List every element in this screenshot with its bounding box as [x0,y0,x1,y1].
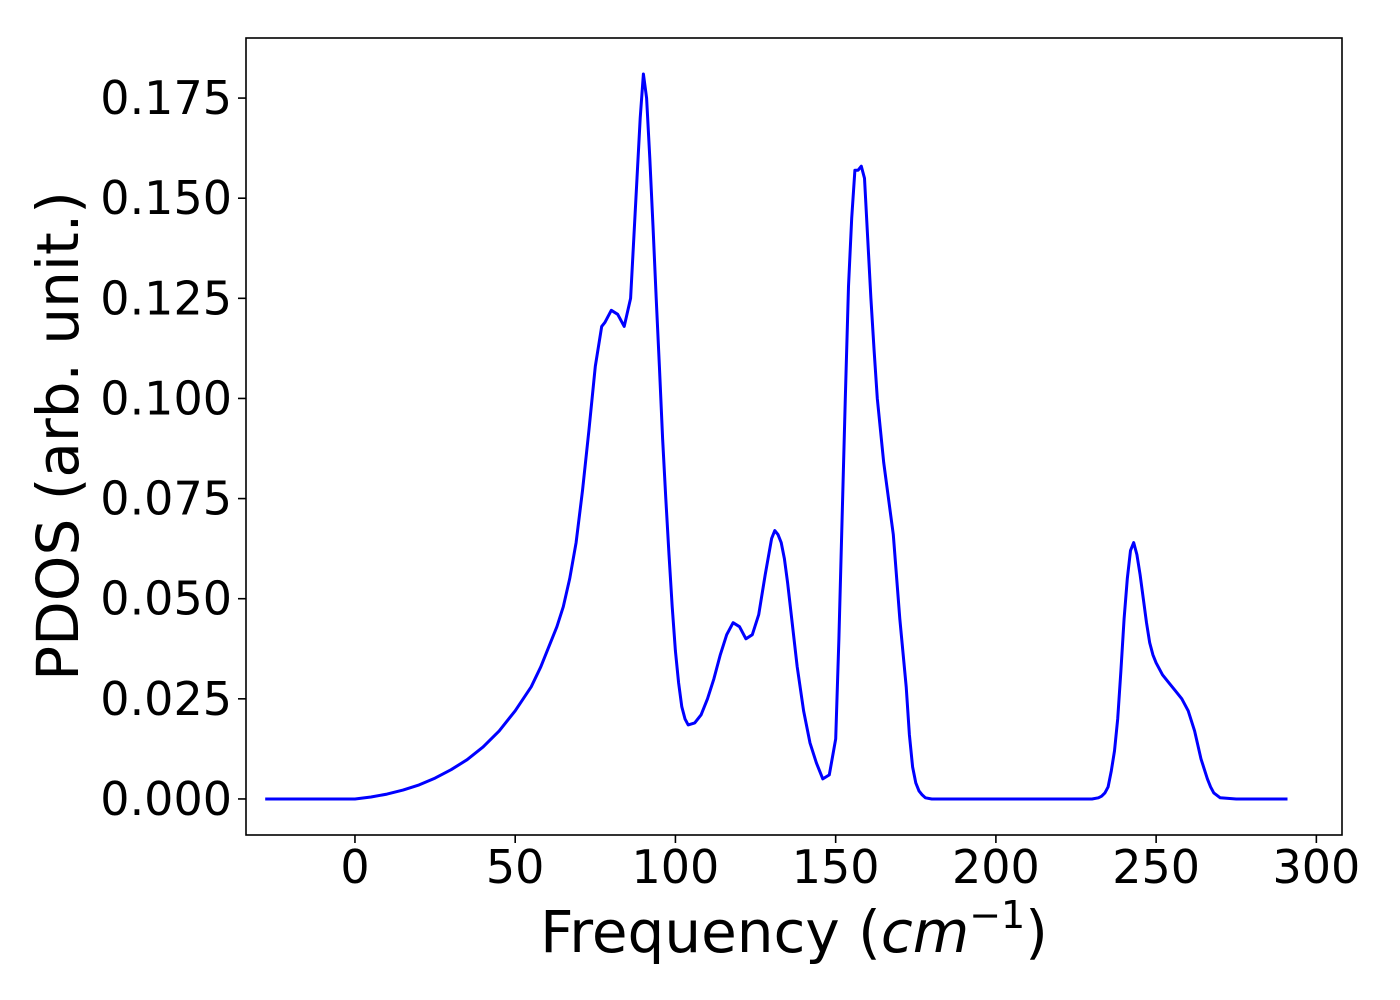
x-tick-label: 50 [486,840,545,894]
x-tick-label: 200 [952,840,1040,894]
y-tick-label: 0.150 [100,171,232,225]
y-tick-label: 0.000 [100,772,232,826]
x-tick-label: 150 [792,840,880,894]
y-axis-ticks: 0.000 0.025 0.050 0.075 0.100 0.125 0.150 0.175 [100,71,246,826]
x-axis-ticks: 0 50 100 150 200 250 300 [340,835,1360,894]
y-tick-label: 0.025 [100,672,232,726]
x-tick-label: 300 [1272,840,1360,894]
y-tick-label: 0.075 [100,472,232,526]
y-axis-title: PDOS (arb. unit.) [24,191,92,681]
y-tick-label: 0.100 [100,371,232,425]
x-axis-title-close: ) [1025,898,1048,966]
x-tick-label: 250 [1112,840,1200,894]
x-axis-title-main: Frequency ( [540,898,881,966]
x-axis-title: Frequency (cm−1) [540,893,1048,966]
plot-frame [245,37,1343,836]
pdos-series-line [265,72,1288,801]
x-tick-label: 100 [632,840,720,894]
y-tick-label: 0.125 [100,271,232,325]
y-tick-label: 0.175 [100,71,232,125]
x-tick-label: 0 [340,840,369,894]
x-axis-title-exponent: −1 [969,893,1025,937]
y-tick-label: 0.050 [100,572,232,626]
x-axis-title-math: cm [881,898,969,966]
